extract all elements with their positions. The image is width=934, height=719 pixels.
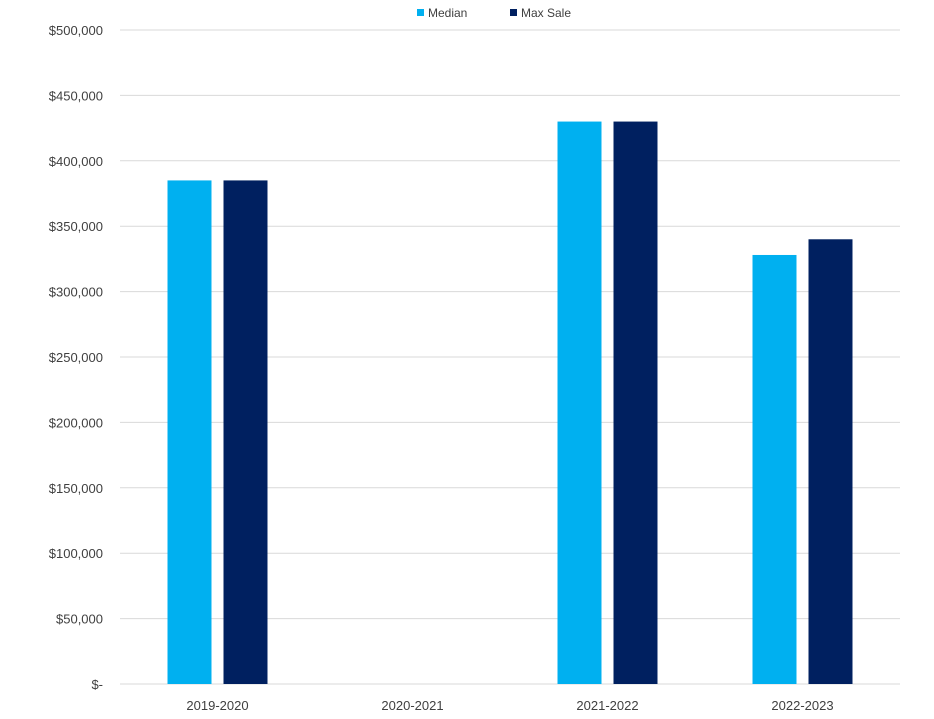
- legend-label: Max Sale: [521, 6, 571, 20]
- y-axis-tick-labels: $- $50,000 $100,000 $150,000 $200,000 $250,00…: [49, 23, 103, 692]
- legend: Median Max Sale: [417, 6, 571, 20]
- x-tick-label: 2021-2022: [576, 698, 638, 713]
- x-axis-tick-labels: 2019-2020 2020-2021 2021-2022 2022-2023: [186, 698, 833, 713]
- x-tick-label: 2019-2020: [186, 698, 248, 713]
- legend-label: Median: [428, 6, 467, 20]
- y-tick-label: $250,000: [49, 350, 103, 365]
- legend-swatch: [417, 9, 424, 16]
- bars: [167, 121, 853, 685]
- x-tick-label: 2020-2021: [381, 698, 443, 713]
- y-tick-label: $150,000: [49, 481, 103, 496]
- y-tick-label: $500,000: [49, 23, 103, 38]
- bar-max-sale-2021-2022: [613, 121, 658, 684]
- y-tick-label: $350,000: [49, 219, 103, 234]
- legend-swatch: [510, 9, 517, 16]
- y-tick-label: $450,000: [49, 88, 103, 103]
- y-tick-label: $300,000: [49, 285, 103, 300]
- x-tick-label: 2022-2023: [771, 698, 833, 713]
- y-tick-label: $200,000: [49, 415, 103, 430]
- y-tick-label: $400,000: [49, 154, 103, 169]
- bar-max-sale-2019-2020: [223, 180, 268, 685]
- bar-max-sale-2022-2023: [808, 239, 853, 684]
- bar-median-2022-2023: [752, 254, 797, 684]
- y-tick-label: $-: [91, 677, 103, 692]
- y-tick-label: $50,000: [56, 612, 103, 627]
- bar-median-2019-2020: [167, 180, 212, 685]
- y-tick-label: $100,000: [49, 546, 103, 561]
- bar-median-2021-2022: [557, 121, 602, 684]
